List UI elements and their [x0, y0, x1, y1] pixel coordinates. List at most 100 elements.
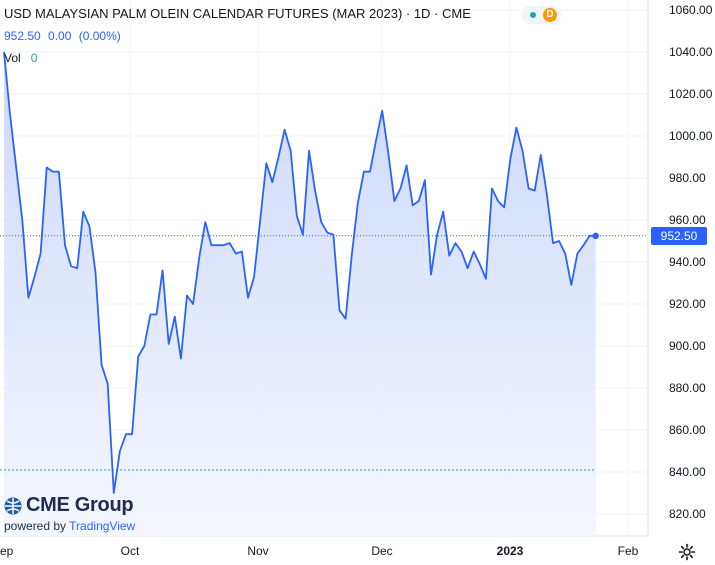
- data-point: [588, 235, 590, 237]
- data-point: [448, 255, 450, 257]
- data-point: [9, 114, 11, 116]
- change-percent: (0.00%): [78, 29, 121, 43]
- data-point: [509, 158, 511, 160]
- data-point: [521, 150, 523, 152]
- price-area: [4, 52, 596, 536]
- x-tick-label: Nov: [247, 544, 268, 558]
- data-point: [515, 126, 517, 128]
- data-point: [369, 171, 371, 173]
- data-point: [271, 181, 273, 183]
- data-point: [52, 171, 54, 173]
- cme-globe-icon: [4, 497, 22, 515]
- data-point: [119, 450, 121, 452]
- data-point: [564, 252, 566, 254]
- data-point: [491, 187, 493, 189]
- x-tick-label: Feb: [618, 544, 639, 558]
- data-point: [155, 313, 157, 315]
- data-point: [558, 240, 560, 242]
- data-point: [222, 244, 224, 246]
- data-point: [503, 206, 505, 208]
- data-point: [424, 179, 426, 181]
- data-point: [277, 156, 279, 158]
- y-tick-label: 920.00: [669, 297, 706, 311]
- data-point: [485, 278, 487, 280]
- x-tick-label: ep: [0, 544, 14, 558]
- data-point: [344, 318, 346, 320]
- y-tick-label: 1040.00: [669, 45, 713, 59]
- data-point: [454, 242, 456, 244]
- data-point: [137, 355, 139, 357]
- volume-value: 0: [30, 51, 38, 65]
- data-point: [82, 210, 84, 212]
- data-point: [180, 357, 182, 359]
- data-point: [479, 263, 481, 265]
- settings-gear-icon[interactable]: [678, 543, 696, 561]
- last-price-dot: [592, 232, 599, 239]
- data-point: [393, 200, 395, 202]
- delayed-badge: D: [543, 8, 557, 22]
- data-point: [546, 194, 548, 196]
- data-point: [161, 269, 163, 271]
- last-price: 952.50: [4, 29, 41, 43]
- status-dot-icon: [530, 12, 536, 18]
- data-point: [412, 204, 414, 206]
- data-point: [94, 271, 96, 273]
- data-point: [290, 150, 292, 152]
- data-point: [253, 276, 255, 278]
- cme-brand-text: CME Group: [26, 494, 134, 516]
- x-tick-label: 2023: [497, 544, 524, 558]
- data-point: [326, 231, 328, 233]
- x-tick-label: Oct: [121, 544, 140, 558]
- data-point: [76, 267, 78, 269]
- market-status[interactable]: D: [521, 6, 561, 24]
- data-point: [88, 225, 90, 227]
- data-point: [131, 433, 133, 435]
- data-point: [357, 202, 359, 204]
- tradingview-link[interactable]: TradingView: [69, 519, 136, 533]
- data-point: [552, 242, 554, 244]
- data-point: [473, 250, 475, 252]
- data-point: [64, 244, 66, 246]
- y-tick-label: 900.00: [669, 339, 706, 353]
- data-point: [497, 200, 499, 202]
- chart-title: USD MALAYSIAN PALM OLEIN CALENDAR FUTURE…: [4, 6, 471, 21]
- y-tick-label: 980.00: [669, 171, 706, 185]
- data-point: [100, 364, 102, 366]
- change-value: 0.00: [48, 29, 72, 43]
- data-point: [143, 345, 145, 347]
- y-axis: 820.00 840.00 860.00 880.00 900.00 920.00 940.…: [647, 0, 713, 536]
- data-point: [216, 244, 218, 246]
- data-point: [430, 273, 432, 275]
- powered-by[interactable]: powered by TradingView: [4, 519, 135, 533]
- data-point: [186, 294, 188, 296]
- y-tick-label: 1020.00: [669, 87, 713, 101]
- data-point: [375, 139, 377, 141]
- y-tick-label: 820.00: [669, 507, 706, 521]
- data-point: [39, 252, 41, 254]
- data-point: [210, 244, 212, 246]
- data-point: [296, 215, 298, 217]
- price-line: [3, 51, 596, 494]
- data-point: [332, 234, 334, 236]
- data-point: [204, 221, 206, 223]
- data-point: [70, 265, 72, 267]
- data-point: [527, 187, 529, 189]
- y-tick-label: 960.00: [669, 213, 706, 227]
- data-point: [21, 219, 23, 221]
- y-tick-label: 860.00: [669, 423, 706, 437]
- data-point: [58, 171, 60, 173]
- x-tick-label: Dec: [371, 544, 392, 558]
- data-point: [33, 276, 35, 278]
- volume-legend: Vol 0: [4, 51, 37, 65]
- data-point: [570, 284, 572, 286]
- data-point: [15, 166, 17, 168]
- data-point: [534, 189, 536, 191]
- data-point: [405, 164, 407, 166]
- y-tick-label: 940.00: [669, 255, 706, 269]
- data-point: [351, 255, 353, 257]
- data-point: [460, 250, 462, 252]
- data-point: [442, 210, 444, 212]
- data-point: [192, 303, 194, 305]
- data-point: [387, 152, 389, 154]
